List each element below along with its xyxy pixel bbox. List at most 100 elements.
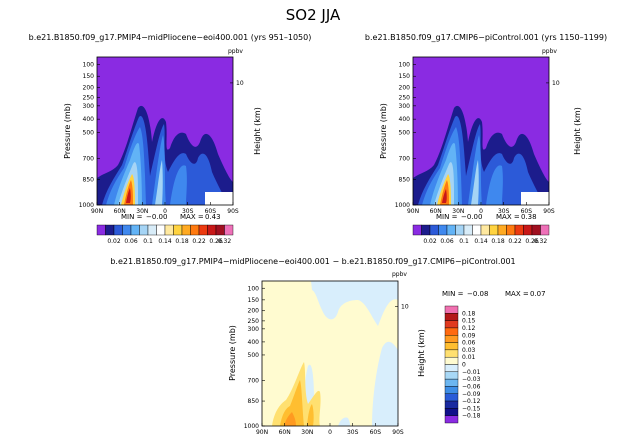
colorbar-box: [444, 393, 459, 402]
colorbar-label: −0.03: [462, 376, 481, 383]
colorbar-box: [444, 320, 459, 329]
y-tick-label: 500: [399, 129, 411, 136]
colorbar-box: [472, 224, 482, 236]
colorbar-label: 0.01: [462, 354, 476, 361]
y-tick-label: 1000: [244, 423, 259, 430]
y-tick-label: 150: [248, 297, 260, 304]
x-tick-label: 0: [163, 208, 167, 215]
colorbar-label: 0.06: [440, 238, 454, 245]
colorbar-label: −0.12: [462, 398, 481, 405]
panel-b-units: ppbv: [542, 48, 557, 55]
y-tick-label: 100: [399, 61, 411, 68]
colorbar-box: [506, 224, 516, 236]
colorbar-box: [156, 224, 166, 236]
y2-tick-label: 10: [401, 303, 409, 310]
colorbar-label: −0.06: [462, 383, 481, 390]
x-tick-label: 30N: [301, 429, 313, 436]
y-tick-label: 500: [83, 129, 95, 136]
y-tick-label: 400: [248, 339, 260, 346]
x-tick-label: 60N: [279, 429, 291, 436]
y-tick-label: 850: [83, 177, 95, 184]
x-tick-label: 60N: [430, 208, 442, 215]
x-tick-label: 60S: [521, 208, 533, 215]
colorbar-box: [540, 224, 550, 236]
x-tick-label: 60N: [114, 208, 126, 215]
panel-c: b.e21.B1850.f09_g17.PMIP4−midPliocene−eo…: [110, 257, 545, 436]
colorbar-box: [444, 371, 459, 380]
colorbar-label: 0.14: [158, 238, 172, 245]
colorbar-label: 0.06: [462, 340, 476, 347]
x-tick-label: 30S: [182, 208, 194, 215]
colorbar-box: [105, 224, 115, 236]
y2-tick-label: 10: [552, 80, 560, 87]
x-tick-label: 60S: [205, 208, 217, 215]
y-tick-label: 250: [83, 95, 95, 102]
colorbar-box: [164, 224, 174, 236]
colorbar-box: [429, 224, 439, 236]
panel-a-title: b.e21.B1850.f09_g17.PMIP4−midPliocene−eo…: [29, 33, 312, 42]
colorbar-box: [444, 415, 459, 424]
panel-a-y2ticks: 10: [230, 80, 244, 87]
panel-b-min-value: −0.00: [461, 213, 482, 221]
y-tick-label: 150: [83, 73, 95, 80]
colorbar-box: [480, 224, 490, 236]
panel-c-ylabel: Pressure (mb): [228, 325, 237, 381]
panel-c-min-label: MIN =: [442, 290, 464, 298]
colorbar-label: 0.02: [107, 238, 121, 245]
colorbar-label: 0.1: [459, 238, 469, 245]
colorbar-box: [96, 224, 106, 236]
x-tick-label: 90N: [256, 429, 268, 436]
panel-a-units: ppbv: [228, 48, 243, 55]
colorbar-label: 0.22: [508, 238, 522, 245]
panel-a-xticks: 90N 60N 30N 0 30S 60S 90S: [91, 202, 239, 215]
y-tick-label: 200: [248, 308, 260, 315]
y-tick-label: 300: [248, 326, 260, 333]
panel-c-y2label: Height (km): [417, 329, 426, 377]
colorbar-label: 0.06: [124, 238, 138, 245]
colorbar-box: [113, 224, 123, 236]
colorbar-label: 0.15: [462, 318, 476, 325]
colorbar-box: [198, 224, 208, 236]
y-tick-label: 200: [399, 84, 411, 91]
y-tick-label: 850: [399, 177, 411, 184]
panel-b-max-label: MAX =: [496, 213, 520, 221]
colorbar-box: [130, 224, 140, 236]
figure-title: SO2 JJA: [286, 6, 341, 24]
panel-a-y2label: Height (km): [253, 107, 262, 155]
panel-c-max-value: 0.07: [530, 290, 546, 298]
colorbar-label: 0.1: [143, 238, 153, 245]
y-tick-label: 300: [83, 103, 95, 110]
panel-a-min-label: MIN =: [121, 213, 143, 221]
colorbar-box: [438, 224, 448, 236]
panel-b-min-label: MIN =: [436, 213, 458, 221]
colorbar-box: [514, 224, 524, 236]
colorbar-box: [444, 349, 459, 358]
y2-tick-label: 10: [236, 80, 244, 87]
x-tick-label: 30N: [452, 208, 464, 215]
x-tick-label: 90N: [91, 208, 103, 215]
colorbar-box: [444, 364, 459, 373]
panel-b-plot-area: [413, 57, 549, 205]
colorbar-label: 0.32: [218, 238, 232, 245]
panel-a-plot-area: [97, 57, 233, 205]
panel-a-colorbar: 0.02 0.06 0.1 0.14 0.18 0.22 0.260.32: [96, 224, 234, 245]
y-tick-label: 500: [248, 352, 260, 359]
colorbar-box: [444, 356, 459, 365]
colorbar-box: [173, 224, 183, 236]
y-tick-label: 100: [83, 61, 95, 68]
colorbar-box: [444, 400, 459, 409]
panel-c-min-value: −0.08: [467, 290, 488, 298]
colorbar-box: [446, 224, 456, 236]
colorbar-box: [444, 313, 459, 321]
colorbar-box: [444, 342, 459, 351]
colorbar-box: [421, 224, 431, 236]
colorbar-label: 0.18: [462, 310, 476, 317]
panel-c-colorbar: 0.180.150.120.090.060.030.010−0.01−0.03−…: [444, 305, 481, 424]
colorbar-box: [523, 224, 533, 236]
panel-a-min-value: −0.00: [146, 213, 167, 221]
colorbar-box: [444, 386, 459, 394]
colorbar-box: [147, 224, 157, 236]
colorbar-label: −0.01: [462, 369, 481, 376]
